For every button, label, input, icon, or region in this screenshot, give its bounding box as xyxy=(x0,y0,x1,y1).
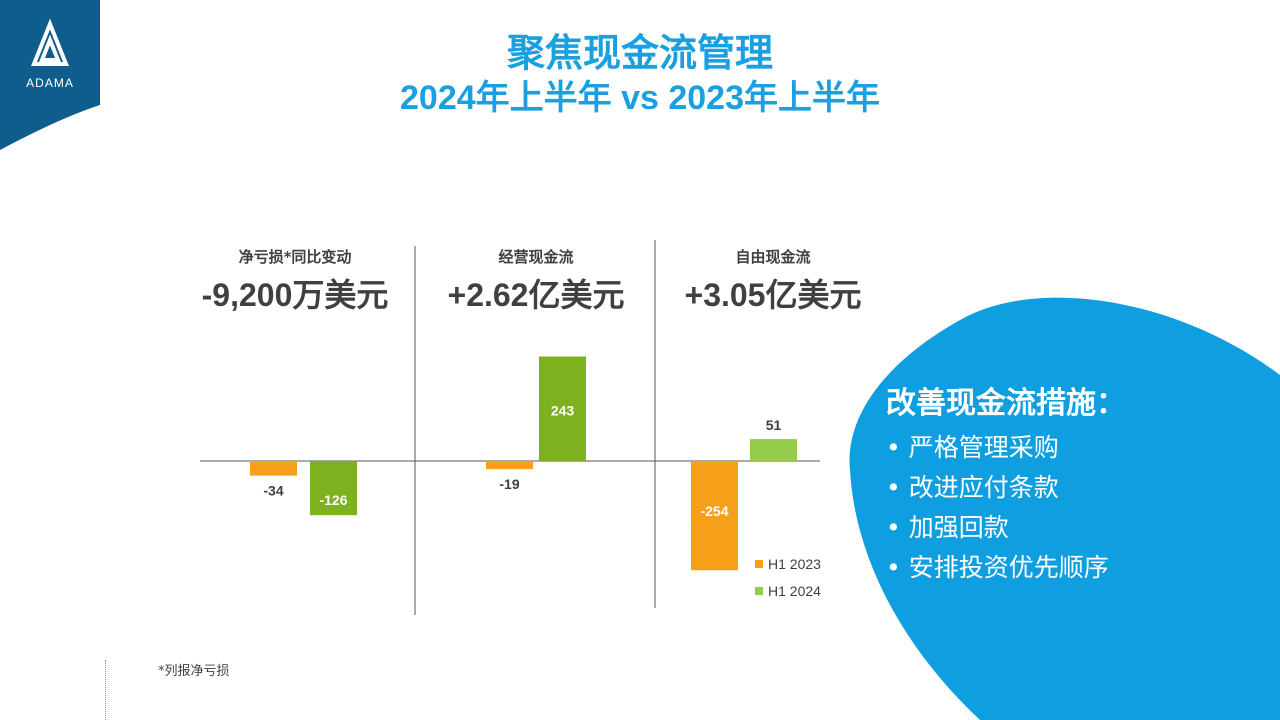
bar-h1-2024-0 xyxy=(310,461,357,516)
bar-h1-2023-0 xyxy=(250,461,297,476)
panel-label-net-loss: 净亏损*同比变动 xyxy=(238,248,352,266)
panel-value-operating-cf: +2.62亿美元 xyxy=(447,277,625,313)
bar-h1-2024-2 xyxy=(750,439,797,461)
legend-swatch-h1-2023 xyxy=(755,560,763,568)
data-label-h1-2023-0: -34 xyxy=(263,483,283,499)
measure-item: 加强回款 xyxy=(886,508,1126,548)
page-title: 聚焦现金流管理 xyxy=(506,31,773,75)
legend-label-h1-2023: H1 2023 xyxy=(768,556,821,572)
bar-h1-2023-2 xyxy=(691,461,738,571)
footnote: *列报净亏损 xyxy=(158,664,230,679)
bar-h1-2024-1 xyxy=(539,356,586,461)
data-label-h1-2023-1: -19 xyxy=(499,476,519,492)
panel-value-net-loss: -9,200万美元 xyxy=(201,277,389,313)
measures-list: 改善现金流措施： 严格管理采购 改进应付条款 加强回款 安排投资优先顺序 xyxy=(886,378,1126,588)
data-label-h1-2024-0: -126 xyxy=(319,492,347,508)
measure-item: 安排投资优先顺序 xyxy=(886,548,1126,588)
panel-label-free-cf: 自由现金流 xyxy=(735,248,811,266)
legend-label-h1-2024: H1 2024 xyxy=(768,583,821,599)
logo-text: ADAMA xyxy=(26,76,74,90)
bar-h1-2023-1 xyxy=(486,461,533,470)
panel-value-free-cf: +3.05亿美元 xyxy=(684,277,862,313)
footnote-divider xyxy=(105,660,106,720)
data-label-h1-2024-1: 243 xyxy=(551,403,575,419)
panel-label-operating-cf: 经营现金流 xyxy=(498,248,574,266)
adama-logo-icon xyxy=(31,18,69,66)
page-subtitle: 2024年上半年 vs 2023年上半年 xyxy=(400,79,880,117)
measure-item: 改进应付条款 xyxy=(886,468,1126,508)
data-label-h1-2023-2: -254 xyxy=(700,503,728,519)
data-label-h1-2024-2: 51 xyxy=(766,417,782,433)
measures-heading: 改善现金流措施： xyxy=(886,386,1126,421)
logo-shape xyxy=(0,0,100,150)
legend-swatch-h1-2024 xyxy=(755,587,763,595)
measure-item: 严格管理采购 xyxy=(886,428,1126,468)
